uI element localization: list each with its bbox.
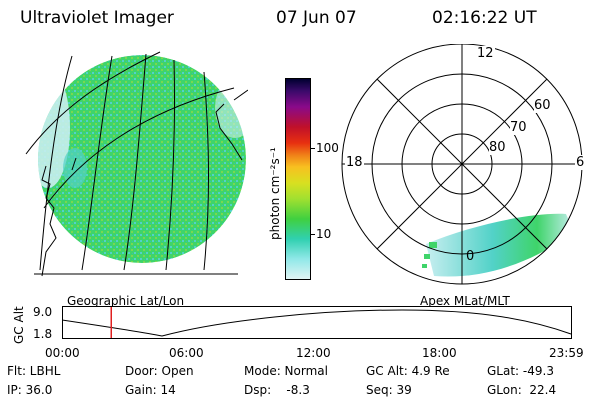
- mlt-label-18: 18: [345, 155, 364, 170]
- status-dsp: Dsp: -8.3: [244, 383, 310, 397]
- status-door: Door: Open: [125, 364, 194, 378]
- colorbar-tick-10: [310, 234, 315, 235]
- geographic-panel-label: Geographic Lat/Lon: [67, 294, 185, 308]
- gc-alt-plot: [62, 306, 572, 339]
- status-gc-alt: GC Alt: 4.9 Re: [366, 364, 450, 378]
- geographic-image-panel: [25, 51, 248, 277]
- gc-alt-curve: [62, 309, 572, 337]
- gc-alt-xtick-0000: 00:00: [45, 346, 80, 360]
- gc-alt-xtick-0600: 06:00: [169, 346, 204, 360]
- polar-mlt-panel: [341, 44, 583, 285]
- colorbar-label-100: 100: [316, 141, 339, 155]
- status-mode: Mode: Normal: [244, 364, 328, 378]
- mlt-label-12: 12: [476, 46, 495, 61]
- status-glon: GLon: 22.4: [487, 383, 557, 397]
- mlat-label-70: 70: [510, 120, 527, 135]
- gc-alt-ytick-1: 1.8: [33, 327, 53, 341]
- instrument-title: Ultraviolet Imager: [20, 8, 174, 28]
- status-ip: IP: 36.0: [7, 383, 53, 397]
- mlt-label-6: 6: [575, 155, 586, 170]
- colorbar-tick-100: [310, 148, 315, 149]
- intensity-colorbar: [285, 78, 311, 280]
- status-flt: Flt: LBHL: [7, 364, 61, 378]
- geo-grid-lines: [25, 51, 248, 277]
- mlt-label-0: 0: [466, 249, 475, 264]
- status-seq: Seq: 39: [366, 383, 412, 397]
- mlat-label-60: 60: [534, 98, 551, 113]
- gc-alt-xtick-1800: 18:00: [422, 346, 457, 360]
- status-glat: GLat: -49.3: [487, 364, 554, 378]
- time-label: 02:16:22 UT: [432, 8, 537, 28]
- gc-alt-xtick-1200: 12:00: [296, 346, 331, 360]
- gc-alt-ytick-9: 9.0: [33, 305, 53, 319]
- colorbar-label-10: 10: [316, 227, 332, 241]
- polar-panel-label: Apex MLat/MLT: [420, 294, 510, 308]
- date-label: 07 Jun 07: [276, 8, 357, 28]
- mlat-label-80: 80: [489, 140, 506, 155]
- gc-alt-xtick-2359: 23:59: [549, 346, 584, 360]
- gc-alt-ylabel: GC Alt: [12, 306, 26, 344]
- status-gain: Gain: 14: [125, 383, 176, 397]
- polar-grid: [341, 44, 583, 285]
- colorbar-unit-label: photon cm⁻²s⁻¹: [268, 147, 282, 240]
